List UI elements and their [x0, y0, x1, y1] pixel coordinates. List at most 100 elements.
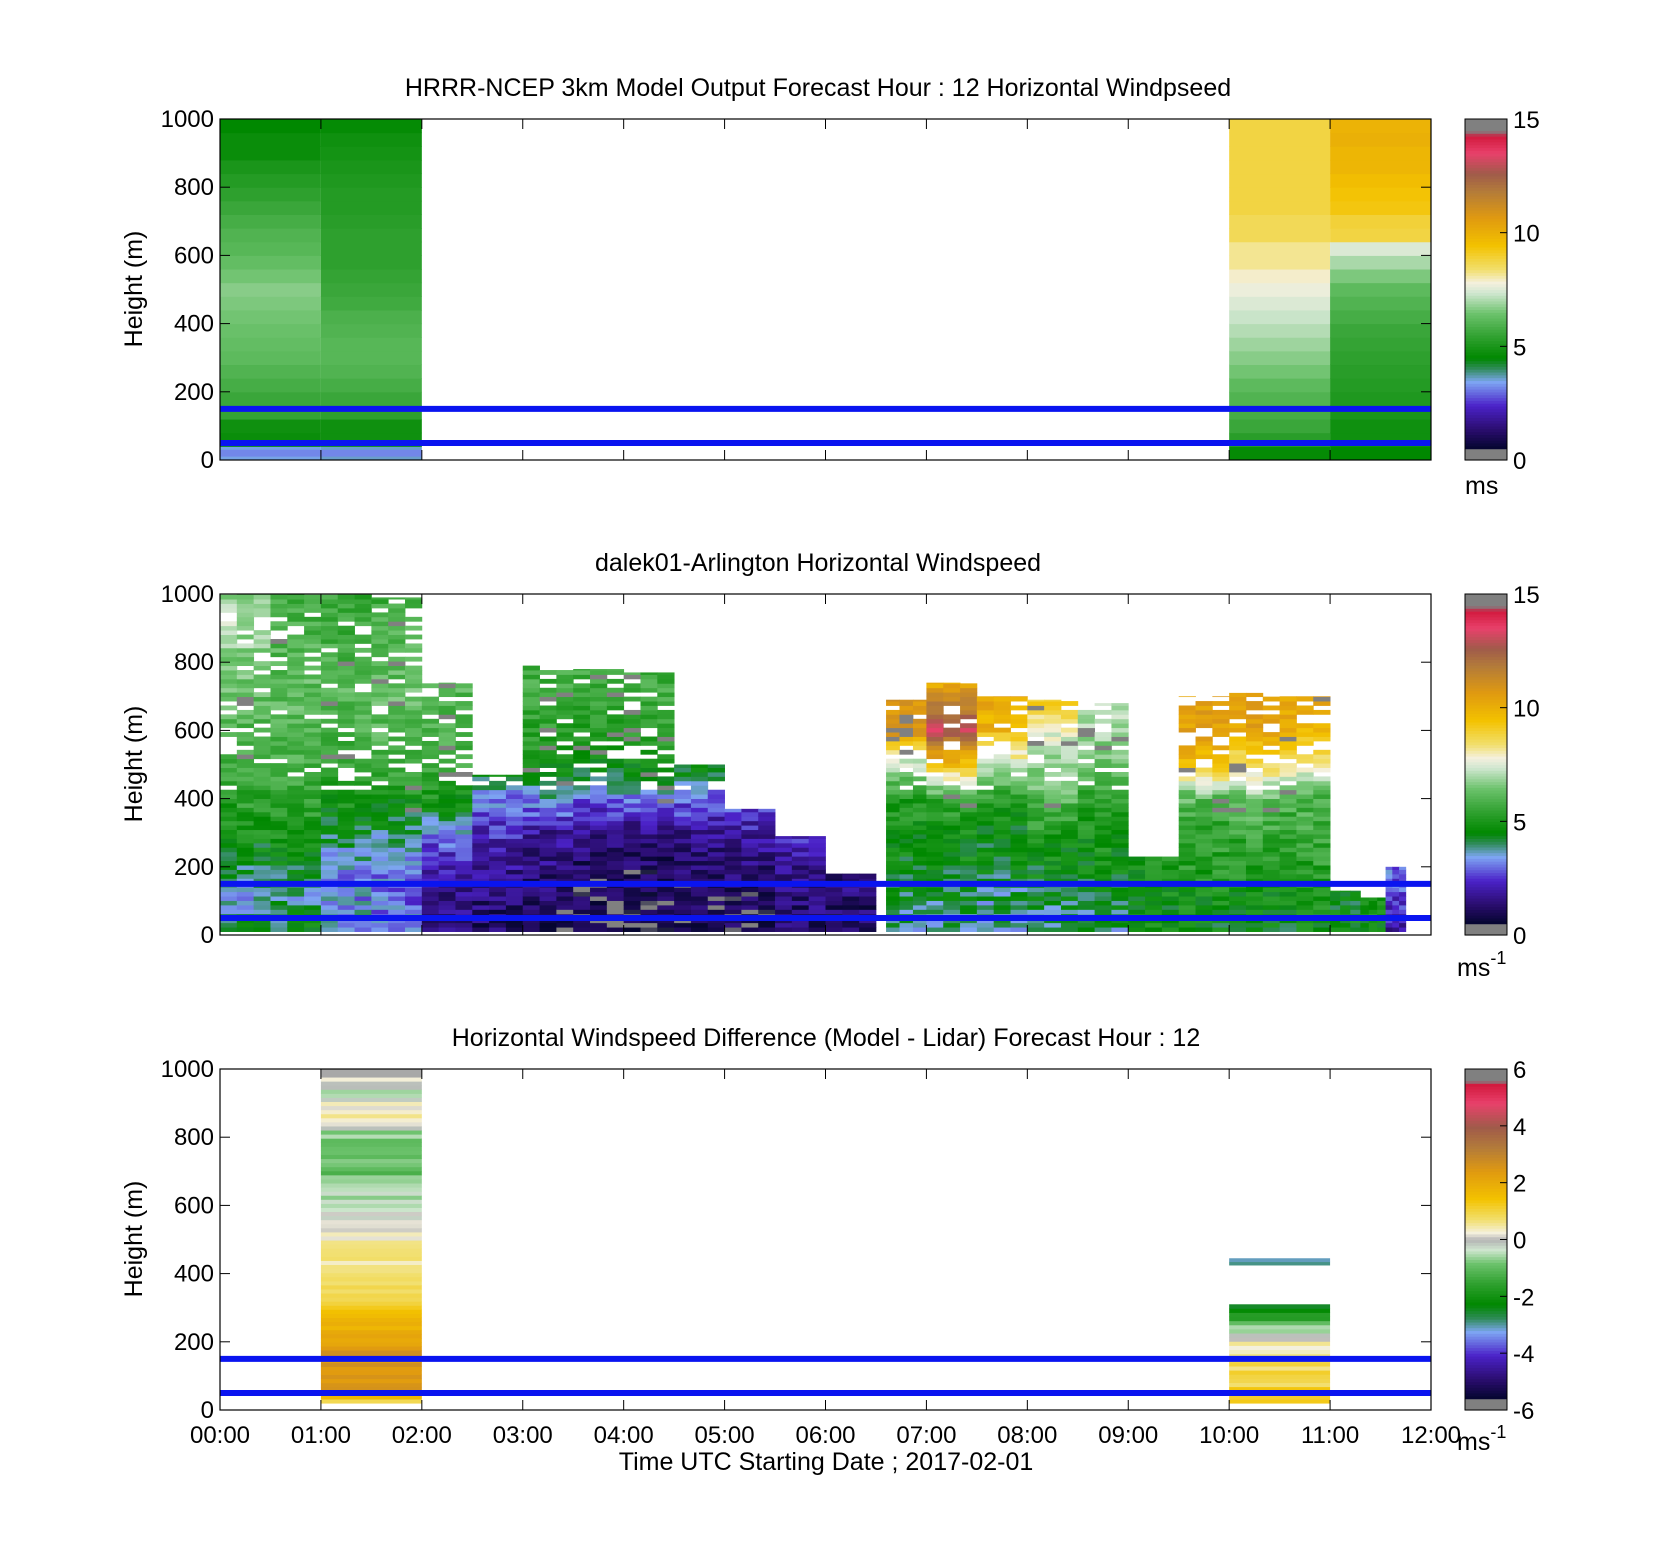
heatmap-cell	[1178, 869, 1196, 875]
heatmap-cell	[522, 736, 540, 742]
heatmap-cell	[270, 816, 288, 822]
heatmap-cell	[1262, 829, 1281, 835]
heatmap-cell	[489, 816, 507, 822]
heatmap-cell	[690, 851, 709, 857]
heatmap-cell	[304, 643, 322, 649]
heatmap-cell	[405, 665, 423, 671]
heatmap-cell	[371, 630, 389, 635]
heatmap-cell	[505, 887, 524, 893]
heatmap-cell	[1392, 866, 1400, 870]
heatmap-cell	[606, 904, 625, 910]
heatmap-cell	[556, 847, 574, 853]
heatmap-cell	[1178, 860, 1196, 866]
heatmap-cell	[1111, 838, 1129, 844]
heatmap-cell	[438, 851, 456, 857]
heatmap-cell	[886, 816, 900, 822]
heatmap-cell	[1229, 1349, 1331, 1355]
heatmap-cell	[472, 825, 490, 831]
heatmap-cell	[220, 639, 238, 644]
heatmap-cell	[1178, 718, 1196, 724]
heatmap-cell	[1027, 718, 1045, 724]
heatmap-cell	[912, 856, 927, 862]
heatmap-cell	[320, 612, 339, 618]
heatmap-cell	[320, 678, 339, 684]
heatmap-cell	[253, 594, 271, 600]
heatmap-cell	[590, 820, 608, 826]
colorbar-segment	[1465, 608, 1507, 612]
heatmap-cell	[1229, 811, 1247, 817]
heatmap-cell	[556, 687, 574, 693]
heatmap-cell	[522, 856, 540, 862]
heatmap-cell	[522, 705, 540, 711]
heatmap-cell	[489, 887, 507, 893]
heatmap-cell	[304, 785, 322, 791]
heatmap-cell	[421, 772, 440, 777]
heatmap-cell	[657, 740, 675, 746]
colorbar-segment	[1465, 280, 1507, 285]
heatmap-cell	[236, 763, 255, 768]
heatmap-cell	[1111, 763, 1129, 768]
heatmap-cell	[405, 856, 423, 862]
heatmap-cell	[1027, 847, 1045, 853]
heatmap-cell	[606, 696, 625, 702]
heatmap-cell	[472, 816, 490, 822]
heatmap-cell	[741, 808, 759, 813]
heatmap-cell	[1229, 838, 1247, 844]
colorbar-segment	[1465, 758, 1507, 763]
heatmap-cell	[405, 670, 423, 675]
heatmap-cell	[1212, 718, 1230, 724]
heatmap-cell	[320, 829, 339, 835]
heatmap-cell	[926, 909, 944, 915]
heatmap-cell	[1392, 869, 1400, 875]
heatmap-cell	[1229, 1382, 1331, 1388]
heatmap-cell	[1111, 772, 1129, 777]
colorbar-segment	[1465, 1353, 1507, 1357]
colorbar-segment	[1465, 1151, 1507, 1155]
heatmap-cell	[1111, 705, 1129, 711]
heatmap-cell	[287, 816, 305, 822]
heatmap-cell	[808, 873, 826, 879]
heatmap-cell	[1060, 820, 1079, 826]
heatmap-cell	[1229, 860, 1247, 866]
colorbar-segment	[1465, 255, 1507, 259]
heatmap-cell	[405, 900, 423, 906]
heatmap-cell	[304, 763, 322, 768]
heatmap-cell	[674, 829, 692, 835]
colorbar-segment	[1465, 719, 1507, 723]
heatmap-cell	[590, 705, 608, 711]
heatmap-cell	[354, 838, 372, 844]
heatmap-cell	[405, 727, 423, 733]
heatmap-cell	[556, 891, 574, 897]
heatmap-cell	[1330, 904, 1341, 910]
heatmap-cell	[320, 1121, 422, 1127]
heatmap-cell	[388, 834, 406, 839]
heatmap-cell	[505, 842, 524, 848]
heatmap-cell	[388, 794, 406, 799]
heatmap-cell	[912, 851, 927, 857]
heatmap-cell	[623, 825, 641, 831]
heatmap-cell	[1385, 869, 1393, 875]
heatmap-cell	[556, 674, 574, 680]
heatmap-cell	[304, 856, 322, 862]
heatmap-cell	[926, 740, 944, 746]
heatmap-cell	[421, 718, 440, 724]
heatmap-cell	[1195, 811, 1213, 817]
heatmap-cell	[539, 856, 557, 862]
heatmap-cell	[371, 794, 389, 799]
heatmap-cell	[1111, 749, 1129, 755]
colorbar-segment	[1465, 1290, 1507, 1295]
colorbar-segment	[1465, 1111, 1507, 1116]
colorbar-segment	[1465, 204, 1507, 208]
colorbar-segment	[1465, 1216, 1507, 1221]
colorbar-segment	[1465, 209, 1507, 214]
heatmap-cell	[1212, 763, 1230, 768]
heatmap-cell	[253, 780, 271, 786]
heatmap-cell	[472, 887, 490, 893]
heatmap-cell	[253, 736, 271, 742]
heatmap-cell	[270, 807, 288, 813]
heatmap-cell	[1229, 798, 1247, 804]
heatmap-cell	[1279, 789, 1297, 795]
colorbar-segment	[1465, 730, 1507, 734]
heatmap-cell	[623, 776, 641, 782]
heatmap-cell	[1313, 727, 1331, 733]
